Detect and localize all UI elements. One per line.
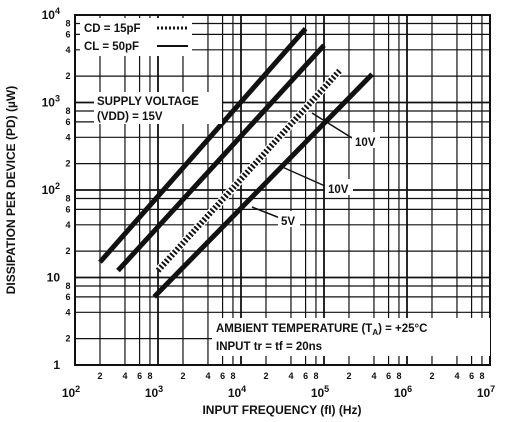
y-tick-label: 1 [53, 358, 60, 372]
x-tick-minor-label: 2 [97, 371, 102, 381]
legend-box [80, 18, 192, 56]
y-tick-label: 103 [42, 94, 60, 110]
x-tick-minor-label: 4 [454, 371, 459, 381]
series-lines [98, 26, 374, 299]
legend-entry-cd: CD = 15pF [84, 23, 141, 35]
y-tick-minor-label: 8 [65, 281, 70, 291]
x-tick-minor-label: 8 [396, 371, 401, 381]
x-tick-minor-label: 6 [137, 371, 142, 381]
x-tick-minor-label: 4 [288, 371, 293, 381]
x-tick-minor-label: 2 [263, 371, 268, 381]
x-tick-label: 107 [477, 384, 495, 400]
label-10v-lower: 10V [328, 184, 349, 196]
y-tick-minor-label: 4 [65, 132, 70, 142]
label-5v-box [278, 211, 300, 227]
x-tick-minor-label: 6 [220, 371, 225, 381]
ambient-box [212, 318, 490, 356]
series-line-cl-15v [98, 26, 308, 264]
x-tick-label: 104 [228, 384, 246, 400]
y-tick-minor-label: 2 [65, 71, 70, 81]
series-line-cl-5v [152, 72, 374, 299]
x-tick-minor-label: 8 [230, 371, 235, 381]
x-tick-minor-label: 2 [180, 371, 185, 381]
x-tick-minor-label: 6 [386, 371, 391, 381]
series-line-cd-15v [155, 67, 344, 273]
label-10v-lower-box [325, 179, 353, 195]
x-tick-label: 103 [145, 384, 163, 400]
y-axis-title: DISSIPATION PER DEVICE (PD) (µW) [4, 86, 18, 294]
label-10v-upper: 10V [355, 137, 376, 149]
x-axis-title: INPUT FREQUENCY (fI) (Hz) [202, 403, 361, 417]
y-tick-minor-label: 2 [65, 159, 70, 169]
input-rise-time: INPUT tr = tf = 20ns [216, 341, 322, 353]
supply-voltage-box [94, 92, 222, 124]
y-tick-minor-label: 6 [65, 292, 70, 302]
y-tick-label: 10 [47, 271, 61, 285]
supply-voltage-line1: SUPPLY VOLTAGE [97, 96, 199, 108]
y-tick-minor-label: 4 [65, 307, 70, 317]
x-tick-minor-label: 2 [346, 371, 351, 381]
x-tick-minor-label: 2 [429, 371, 434, 381]
plot-frame [74, 14, 491, 366]
x-tick-label: 102 [62, 384, 80, 400]
series-line-cl-10v [116, 43, 326, 273]
label-10v-upper-box [352, 132, 380, 148]
y-tick-minor-label: 8 [65, 193, 70, 203]
leader-10v-lower [279, 165, 326, 187]
y-tick-minor-label: 8 [65, 106, 70, 116]
y-tick-minor-label: 2 [65, 246, 70, 256]
x-tick-minor-label: 4 [371, 371, 376, 381]
y-tick-minor-label: 4 [65, 220, 70, 230]
leader-5v [251, 206, 281, 219]
supply-voltage-line2: (VDD) = 15V [97, 111, 163, 123]
grid-lines [74, 14, 491, 366]
x-tick-label: 105 [311, 384, 329, 400]
y-tick-minor-label: 4 [65, 45, 70, 55]
x-tick-minor-label: 6 [469, 371, 474, 381]
x-tick-minor-label: 8 [147, 371, 152, 381]
x-tick-minor-label: 4 [122, 371, 127, 381]
legend: CD = 15pF CL = 50pF [80, 18, 192, 56]
y-tick-label: 102 [42, 181, 60, 197]
x-tick-label: 106 [394, 384, 412, 400]
legend-entry-cl: CL = 50pF [84, 41, 139, 53]
x-tick-minor-label: 6 [303, 371, 308, 381]
ambient-temperature: AMBIENT TEMPERATURE (TA) = +25°C [216, 323, 427, 337]
x-tick-minor-label: 8 [479, 371, 484, 381]
y-tick-label: 104 [42, 6, 60, 22]
y-tick-minor-label: 6 [65, 29, 70, 39]
x-tick-minor-label: 4 [205, 371, 210, 381]
y-tick-minor-label: 6 [65, 117, 70, 127]
y-tick-minor-label: 6 [65, 204, 70, 214]
leader-10v-upper [311, 112, 353, 139]
y-tick-minor-label: 2 [65, 334, 70, 344]
x-tick-minor-label: 8 [313, 371, 318, 381]
y-tick-minor-label: 8 [65, 18, 70, 28]
label-5v: 5V [281, 216, 295, 228]
